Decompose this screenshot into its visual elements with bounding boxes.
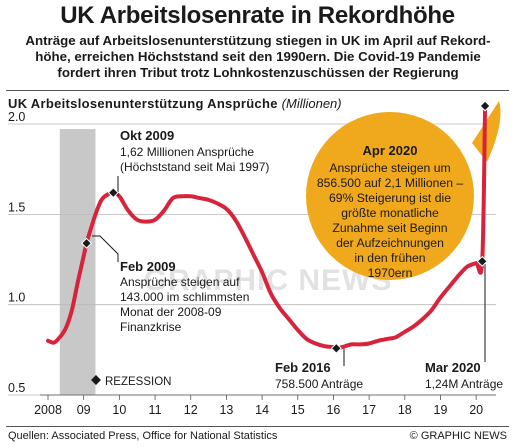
apr2020-line: 856.500 auf 2,1 Millionen –: [317, 176, 464, 190]
data-marker: [476, 255, 488, 267]
apr2020-line: in den frühen: [354, 251, 425, 265]
okt2009-title: Okt 2009: [120, 128, 174, 143]
page-title: UK Arbeitslosenrate in Rekordhöhe: [60, 2, 455, 29]
x-tick-label: 17: [362, 403, 376, 417]
feb2009-leader: [92, 235, 119, 262]
marker-layer: [81, 100, 491, 354]
subtitle: Anträge auf Arbeitslosenunterstützung st…: [8, 33, 508, 81]
x-tick-labels: 2008 09 10 11 12 13 14 15 16 17 18 19 20: [34, 403, 483, 417]
mar2020-line: 1,24M Anträge: [425, 377, 503, 391]
top-rule: [6, 90, 509, 91]
x-tick-label: 16: [326, 403, 340, 417]
chart-title-unit: (Millionen): [281, 96, 342, 111]
x-tick-label: 15: [291, 403, 305, 417]
data-marker: [81, 237, 93, 249]
recession-layer: [59, 129, 96, 395]
chart-title: UK Arbeitslosenunterstützung Ansprüche (…: [8, 96, 342, 111]
recession-legend: REZESSION: [91, 375, 171, 388]
feb2016-line: 758.500 Anträge: [275, 377, 363, 391]
x-tick-label: 20: [469, 403, 483, 417]
recession-band: [59, 129, 96, 395]
leader-lines: [92, 176, 486, 366]
y-tick-label: 0.5: [8, 381, 25, 395]
apr2020-line: der Aufzeichnungen: [336, 236, 444, 250]
subtitle-line: fordert ihren Tribut trotz Lohnkostenzus…: [57, 65, 459, 80]
x-tick-label: 18: [398, 403, 412, 417]
feb2009-line: Finanzkrise: [120, 320, 182, 334]
apr2020-line: 69% Steigerung ist die: [329, 191, 451, 205]
apr2020-callout: Apr 2020 Ansprüche steigen um 856.500 au…: [306, 101, 501, 280]
x-tick-label: 13: [219, 403, 233, 417]
apr2020-title: Apr 2020: [363, 143, 418, 158]
mar2020-title: Mar 2020: [425, 360, 481, 375]
bottom-rule: [6, 426, 509, 427]
y-tick-label: 2.0: [8, 110, 25, 124]
apr2020-line: größte monatliche: [341, 206, 439, 220]
apr2020-line: Zunahme seit Beginn: [332, 221, 447, 235]
legend-label: REZESSION: [105, 376, 171, 388]
x-tick-label: 12: [184, 403, 198, 417]
feb2016-title: Feb 2016: [275, 360, 331, 375]
callout-circle: [306, 112, 474, 280]
feb2009-title: Feb 2009: [120, 259, 176, 274]
x-tick-label: 19: [434, 403, 448, 417]
y-tick-label: 1.0: [8, 291, 25, 305]
series-line: [46, 104, 488, 351]
x-tick-label: 14: [255, 403, 269, 417]
feb2009-line: 143.000 im schlimmsten: [120, 290, 249, 304]
subtitle-line: Anträge auf Arbeitslosenunterstützung st…: [25, 33, 491, 48]
x-tick-label: 11: [149, 403, 162, 417]
subtitle-line: höhe, erreichen Höchststand seit den 199…: [35, 49, 481, 64]
apr2020-line: 1970ern: [368, 266, 413, 280]
data-marker: [479, 100, 491, 112]
data-marker: [330, 342, 342, 354]
feb2009-line: Monat der 2008-09: [120, 305, 222, 319]
apr2020-line: Ansprüche steigen um: [329, 161, 450, 175]
x-tick-label: 10: [112, 403, 126, 417]
x-tick-label: 2008: [34, 403, 62, 417]
okt2009-line: (Höchststand seit Mai 1997): [120, 160, 269, 174]
copyright: © GRAPHIC NEWS: [409, 430, 507, 442]
data-marker: [107, 187, 119, 199]
source-note: Quellen: Associated Press, Office for Na…: [8, 430, 278, 442]
y-tick-label: 1.5: [8, 200, 25, 214]
x-tick-label: 09: [77, 403, 91, 417]
feb2009-line: Ansprüche steigen auf: [120, 275, 240, 289]
y-tick-labels: 2.0 1.5 1.0 0.5: [8, 110, 25, 395]
okt2009-line: 1,62 Millionen Ansprüche: [120, 145, 254, 159]
chart-title-main: UK Arbeitslosenunterstützung Ansprüche: [8, 96, 278, 111]
